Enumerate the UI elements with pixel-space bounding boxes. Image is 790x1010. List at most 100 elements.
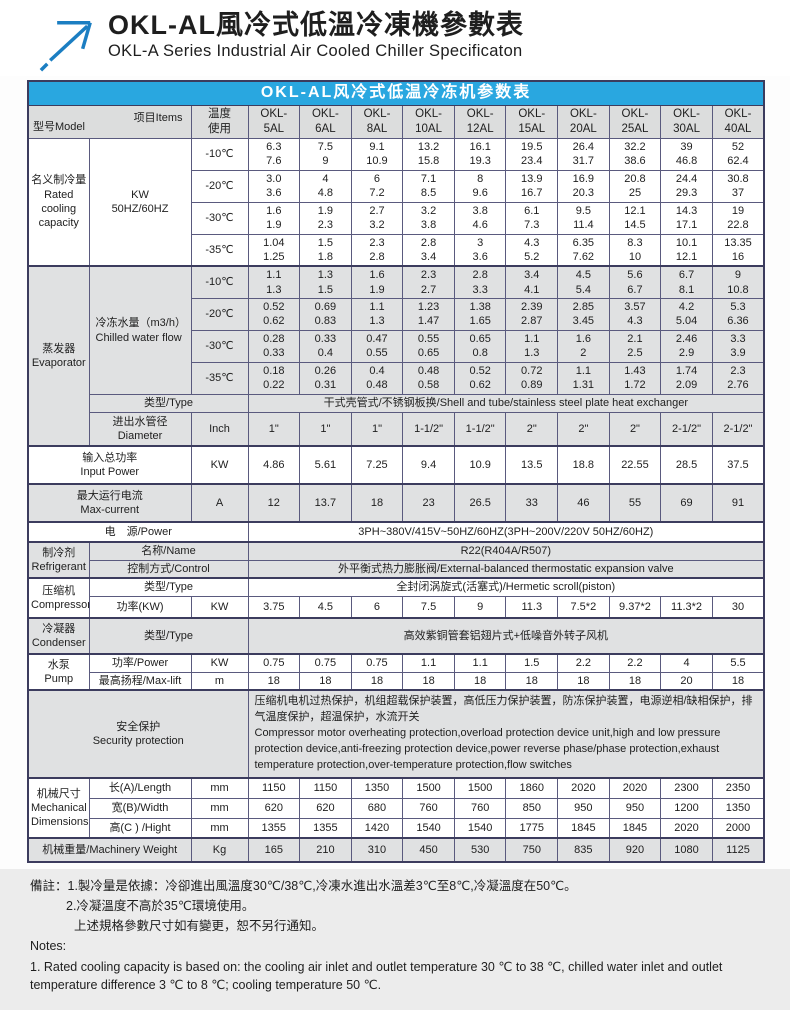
value-cell: 2.39 2.87 [505,297,559,331]
value-cell: 1.5 1.8 [299,233,352,267]
value-cell: 1.6 1.9 [350,265,404,299]
value-cell: 9 [453,595,507,619]
value-cell: 1540 [402,817,455,839]
value-cell: 1350 [350,777,404,799]
page-subtitle: OKL-A Series Industrial Air Cooled Chill… [108,42,523,61]
item-pump-maxlift: 最高扬程/Max-lift [88,671,192,691]
value-cell: 3.57 4.3 [608,297,662,331]
value-cell: 7.5 [402,595,455,619]
value-refrigerant-control: 外平衡式热力膨胀阀/External-balanced thermostatic… [247,559,765,579]
value-cell: 2020 [660,817,713,839]
value-cell: 1200 [660,797,713,819]
value-cell: 20 [660,671,713,691]
model-header: OKL- 15AL [505,104,559,139]
spec-table-body: OKL-AL风冷式低温冷冻机参数表 型号Model 项目Items 温度 使用 OKL-… [27,80,765,863]
value-cell: 2.85 3.45 [557,297,610,331]
value-cell: 0.75 [350,653,404,673]
value-cell: 3.4 4.1 [505,265,559,299]
value-cell: 0.69 0.83 [299,297,352,331]
page-title: OKL-AL風冷式低溫冷凍機參數表 [108,10,524,40]
note-line: 2.冷凝溫度不高於35℃環境使用。 [66,899,255,914]
item-refrigerant-control: 控制方式/Control [88,559,249,579]
value-cell: 23 [402,483,455,523]
value-cell: 7.25 [350,445,404,485]
value-cell: 3.8 4.6 [453,201,507,235]
value-cell: 12.1 14.5 [608,201,662,235]
value-cell: 13.5 [505,445,559,485]
value-cell: 8.3 10 [608,233,662,267]
value-cell: 2" [608,411,662,447]
value-cell: 4 4.8 [299,169,352,203]
section-pump: 水泵 Pump [27,653,90,691]
temp-cell: -30℃ [190,329,249,363]
value-cell: 13.7 [299,483,352,523]
temp-cell: -10℃ [190,265,249,299]
value-condenser-type: 高效紫铜管套铝翅片式+低噪音外转子风机 [247,617,765,655]
value-cell: 1.1 1.3 [350,297,404,331]
value-power-supply: 3PH~380V/415V~50HZ/60HZ(3PH~200V/220V 50… [247,521,765,543]
value-cell: 5.3 6.36 [711,297,765,331]
value-cell: 7.1 8.5 [402,169,455,203]
value-cell: 750 [505,837,559,863]
temp-cell: -20℃ [190,297,249,331]
value-compressor-type: 全封闭涡旋式(活塞式)/Hermetic scroll(piston) [247,577,765,597]
value-cell: 1500 [402,777,455,799]
value-cell: 19 22.8 [711,201,765,235]
value-cell: 0.48 0.58 [402,361,455,395]
model-header: OKL- 12AL [453,104,507,139]
section-compressor: 压缩机 Compressor [27,577,90,619]
item-width: 宽(B)/Width [88,797,192,819]
value-cell: 9.4 [402,445,455,485]
value-cell: 4.5 5.4 [557,265,610,299]
value-cell: 1.9 2.3 [299,201,352,235]
value-cell: 0.47 0.55 [350,329,404,363]
value-cell: 7.5 9 [299,137,352,171]
value-cell: 0.55 0.65 [402,329,455,363]
value-cell: 1" [350,411,404,447]
unit-cell: KW [190,445,249,485]
value-cell: 18 [350,483,404,523]
value-cell: 9.5 11.4 [557,201,610,235]
value-cell: 12 [247,483,301,523]
section-input-power: 输入总功率 Input Power [27,445,192,485]
model-header: OKL- 20AL [557,104,610,139]
value-cell: 37.5 [711,445,765,485]
value-cell: 2.8 3.4 [402,233,455,267]
value-cell: 1.1 [453,653,507,673]
value-cell: 16.9 20.3 [557,169,610,203]
value-cell: 450 [402,837,455,863]
value-cell: 620 [247,797,301,819]
value-cell: 0.65 0.8 [453,329,507,363]
value-cell: 2-1/2" [711,411,765,447]
value-cell: 835 [557,837,610,863]
value-evaporator-type: 干式壳管式/不锈钢板换/Shell and tube/stainless ste… [247,393,765,413]
value-cell: 6.7 8.1 [660,265,713,299]
temp-cell: -35℃ [190,361,249,395]
value-cell: 1.04 1.25 [247,233,301,267]
corner-items-label: 项目Items [133,111,183,124]
value-cell: 13.35 16 [711,233,765,267]
value-cell: 10.1 12.1 [660,233,713,267]
item-evaporator-type: 类型/Type [88,393,249,413]
value-cell: 760 [453,797,507,819]
value-cell: 18 [350,671,404,691]
item-length: 长(A)/Length [88,777,192,799]
item-compressor-power: 功率(KW) [88,595,192,619]
section-evaporator: 蒸发器 Evaporator [27,265,90,447]
value-cell: 2-1/2" [660,411,713,447]
value-cell: 0.75 [299,653,352,673]
value-cell: 13.9 16.7 [505,169,559,203]
value-cell: 32.2 38.6 [608,137,662,171]
value-cell: 1355 [299,817,352,839]
value-cell: 2020 [608,777,662,799]
value-cell: 1" [299,411,352,447]
value-cell: 1420 [350,817,404,839]
value-cell: 2" [557,411,610,447]
value-cell: 0.33 0.4 [299,329,352,363]
value-cell: 1540 [453,817,507,839]
model-header: OKL- 30AL [660,104,713,139]
value-cell: 10.9 [453,445,507,485]
model-header: OKL- 6AL [299,104,352,139]
value-cell: 310 [350,837,404,863]
value-cell: 26.5 [453,483,507,523]
